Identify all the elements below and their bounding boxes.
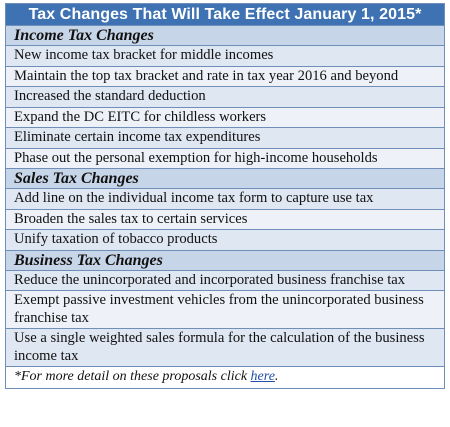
table-row: Phase out the personal exemption for hig… bbox=[6, 147, 444, 168]
table-title: Tax Changes That Will Take Effect Januar… bbox=[6, 4, 444, 25]
tax-changes-table: Tax Changes That Will Take Effect Januar… bbox=[5, 3, 445, 389]
table-row: Increased the standard deduction bbox=[6, 86, 444, 107]
table-row: Broaden the sales tax to certain service… bbox=[6, 208, 444, 229]
section-heading-income: Income Tax Changes bbox=[6, 25, 444, 45]
table-row: Unify taxation of tobacco products bbox=[6, 229, 444, 250]
table-row: Exempt passive investment vehicles from … bbox=[6, 290, 444, 328]
table-row: New income tax bracket for middle income… bbox=[6, 45, 444, 66]
table-row: Reduce the unincorporated and incorporat… bbox=[6, 269, 444, 290]
footnote-link[interactable]: here bbox=[250, 369, 275, 384]
table-row: Add line on the individual income tax fo… bbox=[6, 188, 444, 209]
footnote-text: *For more detail on these proposals clic… bbox=[14, 369, 251, 384]
table-row: Maintain the top tax bracket and rate in… bbox=[6, 65, 444, 86]
table-row: Expand the DC EITC for childless workers bbox=[6, 106, 444, 127]
section-heading-business: Business Tax Changes bbox=[6, 249, 444, 270]
table-row: Use a single weighted sales formula for … bbox=[6, 328, 444, 366]
footnote-end: . bbox=[274, 369, 279, 384]
table-row: Eliminate certain income tax expenditure… bbox=[6, 127, 444, 148]
section-heading-sales: Sales Tax Changes bbox=[6, 168, 444, 188]
footnote: *For more detail on these proposals clic… bbox=[6, 366, 444, 388]
